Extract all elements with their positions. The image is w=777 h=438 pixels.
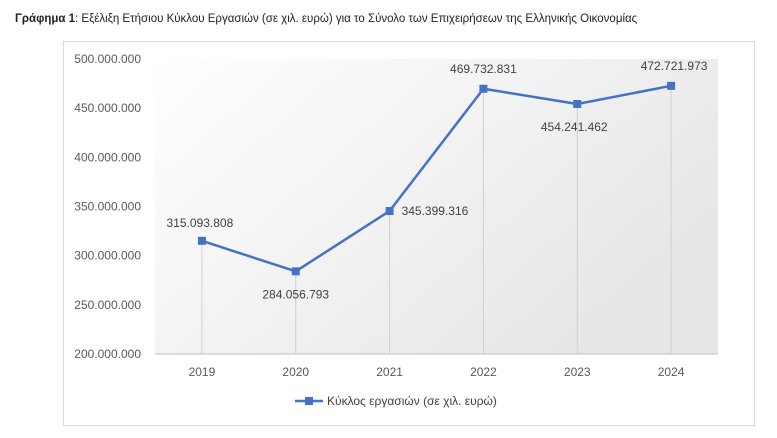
- plot-background: [155, 59, 718, 354]
- x-tick-label: 2021: [376, 365, 403, 379]
- caption-prefix: Γράφημα 1: [15, 13, 76, 25]
- data-label: 284.056.793: [262, 287, 329, 301]
- y-tick-label: 500.000.000: [74, 52, 141, 66]
- y-tick-label: 450.000.000: [74, 101, 141, 115]
- data-label: 469.732.831: [450, 62, 517, 76]
- data-point-marker: [385, 207, 394, 216]
- data-point-marker: [667, 81, 676, 90]
- y-tick-label: 200.000.000: [74, 347, 141, 361]
- caption-text: : Εξέλιξη Ετήσιου Κύκλου Εργασιών (σε χι…: [75, 13, 638, 25]
- data-point-marker: [197, 236, 206, 245]
- data-point-marker: [479, 84, 488, 93]
- x-tick-label: 2019: [189, 365, 216, 379]
- legend-marker: [305, 397, 313, 405]
- data-point-marker: [573, 99, 582, 108]
- x-tick-label: 2020: [282, 365, 309, 379]
- data-point-marker: [291, 267, 300, 276]
- x-tick-label: 2023: [564, 365, 591, 379]
- x-tick-label: 2022: [470, 365, 497, 379]
- data-label: 454.241.462: [541, 120, 608, 134]
- data-label: 315.093.808: [167, 216, 234, 230]
- data-label: 345.399.316: [402, 204, 469, 218]
- legend-label: Κύκλος εργασιών (σε χιλ. ευρώ): [327, 394, 497, 408]
- chart-caption: Γράφημα 1: Εξέλιξη Ετήσιου Κύκλου Εργασι…: [15, 13, 637, 25]
- y-tick-label: 250.000.000: [74, 298, 141, 312]
- x-tick-label: 2024: [658, 365, 685, 379]
- data-label: 472.721.973: [641, 59, 708, 73]
- y-tick-label: 300.000.000: [74, 249, 141, 263]
- series-line: [201, 84, 672, 273]
- y-tick-label: 350.000.000: [74, 200, 141, 214]
- y-tick-label: 400.000.000: [74, 150, 141, 164]
